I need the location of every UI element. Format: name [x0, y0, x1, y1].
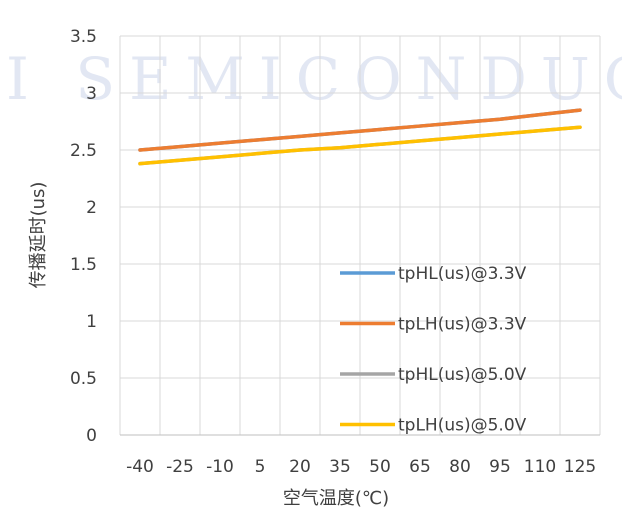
x-tick-label: -25	[166, 457, 194, 477]
y-tick-label: 3.5	[70, 27, 97, 47]
x-tick-label: 125	[564, 457, 596, 477]
y-tick-label: 0.5	[70, 369, 97, 389]
series-line-4	[138, 125, 582, 166]
legend: tpHL(us)@3.3V tpLH(us)@3.3V tpHL(us)@5.0V t…	[340, 264, 527, 436]
y-tick-label: 1	[86, 312, 97, 332]
y-tick-label: 1.5	[70, 255, 97, 275]
grid-layer	[119, 35, 601, 435]
axis-layer: 0 0.5 1 1.5 2 2.5 3 3.5 -40 -25 -10 5 20 35 50 65 80 95 11…	[70, 27, 600, 477]
x-tick-label: 80	[449, 457, 471, 477]
legend-label: tpLH(us)@3.3V	[398, 315, 527, 335]
y-tick-label: 3	[86, 84, 97, 104]
y-axis-title: 传播延时(us)	[28, 182, 49, 289]
legend-label: tpHL(us)@5.0V	[398, 365, 527, 385]
x-tick-label: 20	[289, 457, 311, 477]
x-tick-label: 5	[255, 457, 266, 477]
legend-label: tpLH(us)@5.0V	[398, 416, 527, 436]
x-tick-label: 50	[369, 457, 391, 477]
watermark-text: I SEMICONDUCTO	[6, 45, 622, 113]
y-tick-label: 2	[86, 198, 97, 218]
x-tick-label: -40	[126, 457, 154, 477]
series-layer	[138, 108, 582, 166]
x-tick-label: 35	[329, 457, 351, 477]
series-line-2	[138, 108, 582, 152]
x-axis-title: 空气温度(℃)	[283, 488, 389, 509]
x-tick-label: 110	[524, 457, 556, 477]
legend-label: tpHL(us)@3.3V	[398, 264, 527, 284]
x-tick-label: -10	[206, 457, 234, 477]
x-tick-label: 95	[489, 457, 511, 477]
x-tick-label: 65	[409, 457, 431, 477]
y-tick-label: 2.5	[70, 141, 97, 161]
y-tick-label: 0	[86, 426, 97, 446]
